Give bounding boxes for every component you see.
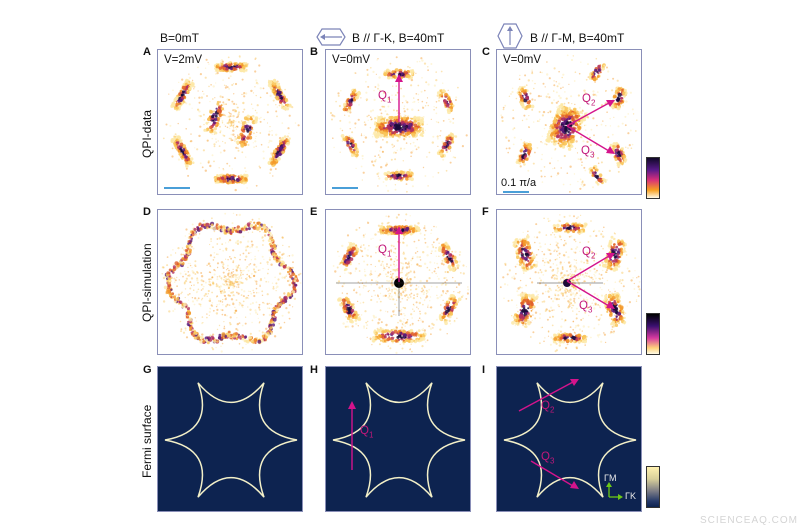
row-label-qpi-data: QPI-data [140, 109, 154, 158]
watermark: SCIENCEAQ.COM [700, 515, 799, 526]
axis-gm-label: ΓM [604, 473, 617, 483]
scale-label: 0.1 π/a [501, 177, 537, 189]
column-header-3: B // Γ-M, B=40mT [530, 31, 625, 45]
panel-f-q2-label: Q2 [582, 246, 596, 261]
panel-i-q3-label: Q3 [541, 451, 555, 466]
panel-f-qpi-simulation: Q2 Q3 [496, 209, 642, 355]
colorbar-qpi-simulation [646, 313, 660, 355]
panel-b-qpi-data: V=0mV Q1 [325, 49, 471, 195]
panel-e-qpi-simulation: Q1 [325, 209, 471, 355]
panel-b-voltage-label: V=0mV [332, 54, 371, 66]
panel-i-q2-label: Q2 [541, 400, 555, 415]
axis-gk-label: ΓK [625, 491, 636, 501]
panel-letter-b: B [310, 46, 318, 58]
row-label-qpi-simulation: QPI-simulation [140, 243, 154, 322]
colorbar-fermi-surface [646, 466, 660, 508]
column-header-2: B // Γ-K, B=40mT [352, 31, 445, 45]
panel-letter-i: I [482, 364, 486, 376]
panel-b-q1-label: Q1 [378, 90, 392, 105]
panel-a-voltage-label: V=2mV [164, 54, 203, 66]
row-label-fermi-surface: Fermi surface [140, 404, 154, 478]
hexagon-gm-icon [497, 23, 523, 49]
panel-letter-d: D [143, 206, 151, 218]
panel-i-fermi-surface: Q2 Q3 ΓM ΓK [496, 366, 642, 512]
hexagon-gk-icon [316, 28, 346, 46]
panel-letter-g: G [143, 364, 152, 376]
scale-bar-a [164, 187, 190, 189]
scale-bar-c [503, 191, 529, 193]
panel-letter-e: E [310, 206, 318, 218]
column-header-1: B=0mT [160, 31, 200, 45]
panel-letter-f: F [482, 206, 489, 218]
panel-c-voltage-label: V=0mV [503, 54, 542, 66]
panel-c-qpi-data: V=0mV Q2 Q3 0.1 π/a [496, 49, 642, 195]
panel-a-qpi-data: V=2mV [157, 49, 303, 195]
panel-h-fermi-surface: Q1 [325, 366, 471, 512]
panel-letter-h: H [310, 364, 318, 376]
panel-c-q3-label: Q3 [581, 145, 595, 160]
panel-d-qpi-simulation [157, 209, 303, 355]
scale-bar-b [332, 187, 358, 189]
panel-h-q1-label: Q1 [360, 425, 374, 440]
panel-letter-a: A [143, 46, 151, 58]
panel-c-q2-label: Q2 [582, 93, 596, 108]
panel-g-fermi-surface [157, 366, 303, 512]
panel-e-q1-label: Q1 [378, 244, 392, 259]
panel-f-q3-label: Q3 [579, 300, 593, 315]
colorbar-qpi-data [646, 157, 660, 199]
panel-letter-c: C [482, 46, 490, 58]
